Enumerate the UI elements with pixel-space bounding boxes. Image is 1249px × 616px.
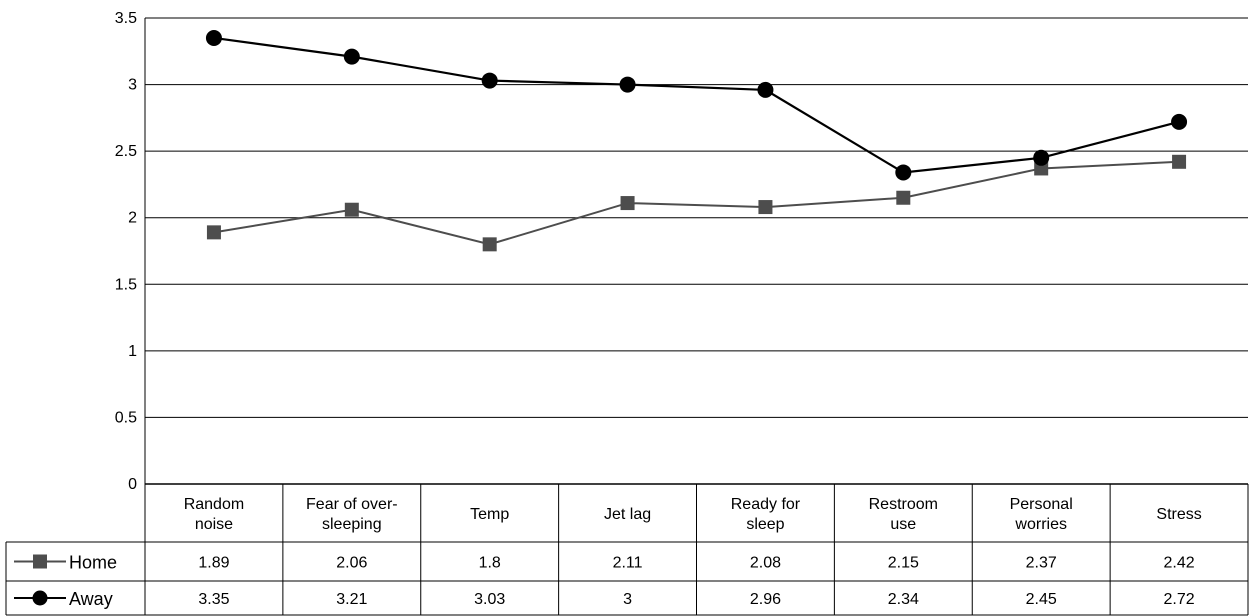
y-tick-label: 2	[128, 210, 137, 227]
legend-label: Away	[69, 589, 113, 609]
y-tick-label: 1.5	[115, 276, 137, 293]
table-cell-value: 3.03	[474, 591, 505, 608]
y-tick-label: 0.5	[115, 409, 137, 426]
table-cell-value: 1.8	[479, 555, 501, 572]
data-point-circle	[757, 81, 774, 98]
x-category-label: use	[890, 516, 916, 533]
table-cell-value: 2.96	[750, 591, 781, 608]
data-point-circle	[343, 48, 360, 65]
data-point-square	[482, 237, 497, 252]
data-point-square	[896, 190, 911, 205]
x-category-label: Ready for	[731, 496, 801, 513]
series-line-home	[213, 160, 1180, 246]
axes: 0 0.5 1 1.5 2 2.5 3 3.5	[115, 10, 1248, 615]
x-category-label: Restroom	[869, 496, 938, 513]
y-tick-label: 0	[128, 476, 137, 493]
y-tick-label: 2.5	[115, 143, 137, 160]
x-category-label: Fear of over-	[306, 496, 398, 513]
gridlines	[145, 17, 1248, 418]
x-category-label: sleeping	[322, 516, 382, 533]
table-cell-value: 2.72	[1163, 591, 1194, 608]
table-cell-value: 2.37	[1026, 555, 1057, 572]
y-tick-label: 1	[128, 343, 137, 360]
data-point-circle	[619, 76, 636, 93]
x-category-label: Temp	[470, 506, 509, 523]
data-point-square	[1172, 154, 1187, 169]
x-category-label: noise	[195, 516, 233, 533]
data-point-circle	[895, 164, 912, 181]
x-category-label: worries	[1014, 516, 1067, 533]
data-point-circle	[1033, 149, 1050, 166]
x-category-label: Personal	[1010, 496, 1073, 513]
table-cell-value: 3	[623, 591, 632, 608]
table-cell-value: 2.06	[336, 555, 367, 572]
data-table: Random noise Fear of over-sleeping Temp Jet …	[5, 18, 1249, 616]
series-lines	[213, 36, 1180, 246]
data-point-square	[344, 202, 359, 217]
table-cell-value: 2.15	[888, 555, 919, 572]
legend-circle-marker	[32, 590, 48, 606]
table-cell-value: 2.11	[613, 555, 643, 572]
data-point-circle	[481, 72, 498, 89]
table-cell-value: 3.21	[336, 591, 367, 608]
series-markers	[205, 29, 1188, 252]
legend-label: Home	[69, 553, 117, 573]
table-cell-value: 1.89	[198, 555, 229, 572]
table-cell-value: 2.08	[750, 555, 781, 572]
data-point-circle	[205, 29, 222, 46]
data-point-circle	[1171, 113, 1188, 130]
y-tick-label: 3	[128, 77, 137, 94]
data-point-square	[758, 200, 773, 215]
legend-square-marker	[33, 554, 47, 569]
table-cell-value: 2.34	[888, 591, 919, 608]
x-category-label: Random	[184, 496, 244, 513]
x-category-label: Jet lag	[604, 506, 651, 523]
x-category-label: sleep	[746, 516, 784, 533]
table-cell-value: 3.35	[198, 591, 229, 608]
data-point-square	[206, 225, 221, 240]
data-point-square	[620, 196, 635, 211]
x-category-label: Stress	[1156, 506, 1201, 523]
series-line-away	[213, 36, 1180, 174]
y-tick-label: 3.5	[115, 10, 137, 27]
table-cell-value: 2.42	[1163, 555, 1194, 572]
table-cell-value: 2.45	[1026, 591, 1057, 608]
